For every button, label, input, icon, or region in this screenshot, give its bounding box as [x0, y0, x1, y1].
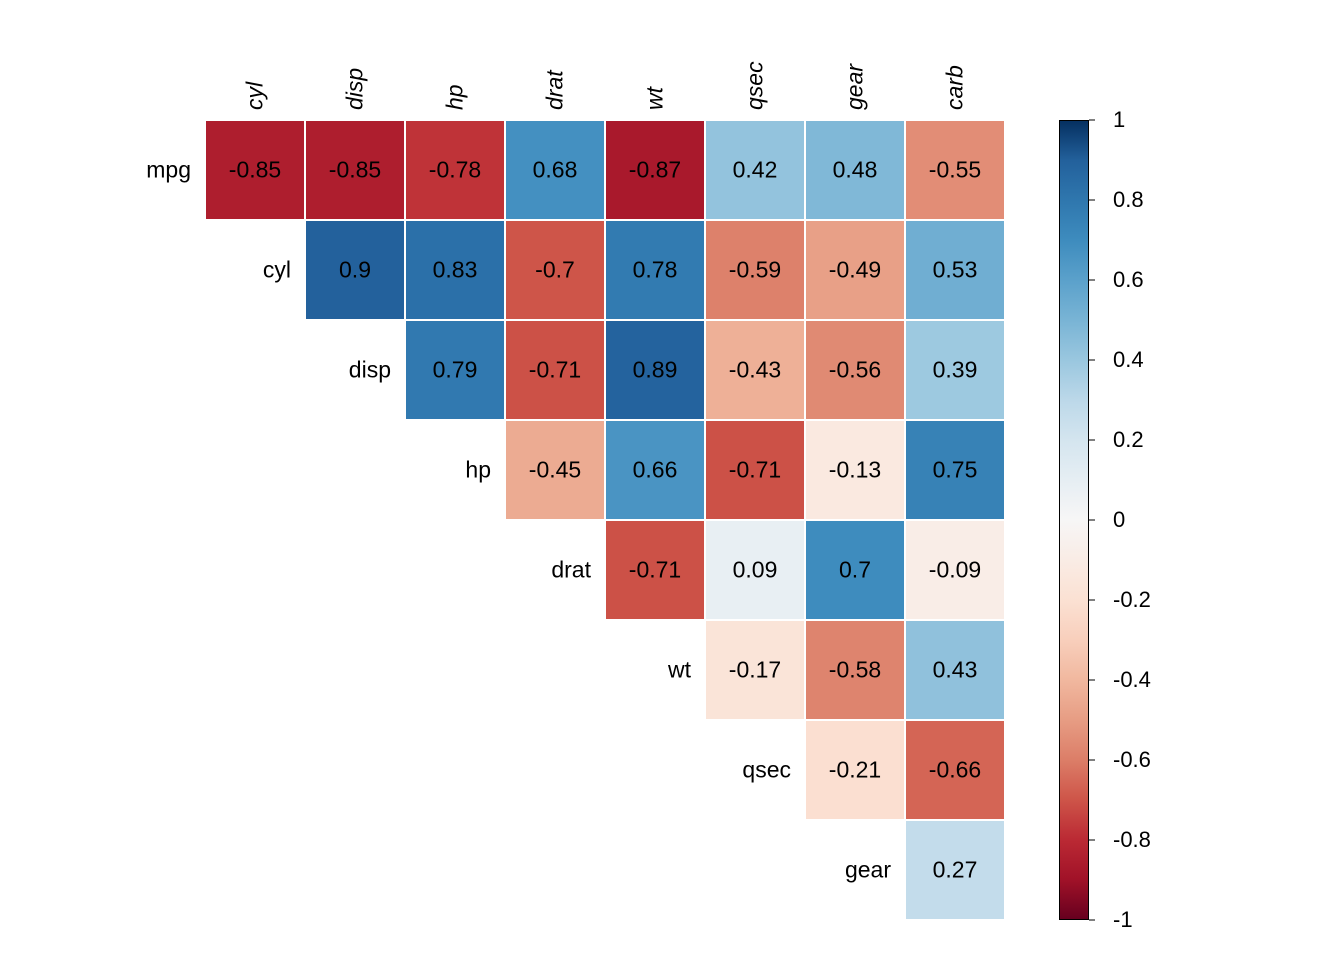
- cell-value: -0.49: [829, 257, 881, 284]
- cell-value: 0.7: [839, 557, 871, 584]
- row-label: wt: [668, 657, 691, 684]
- cell-value: 0.66: [633, 457, 678, 484]
- colorbar-tick: [1089, 760, 1095, 761]
- cell-value: -0.43: [729, 357, 781, 384]
- cell-value: 0.68: [533, 157, 578, 184]
- row-label: qsec: [742, 757, 791, 784]
- col-label: qsec: [742, 61, 769, 110]
- colorbar-tick-label: 0.6: [1113, 267, 1144, 293]
- cell-value: -0.59: [729, 257, 781, 284]
- cell-value: 0.83: [433, 257, 478, 284]
- cell-value: -0.71: [729, 457, 781, 484]
- cell-value: -0.55: [929, 157, 981, 184]
- colorbar-tick: [1089, 200, 1095, 201]
- colorbar-tick: [1089, 920, 1095, 921]
- cell-value: 0.89: [633, 357, 678, 384]
- cell-value: 0.53: [933, 257, 978, 284]
- row-label: hp: [465, 457, 491, 484]
- col-label: gear: [842, 64, 869, 110]
- col-label: wt: [642, 87, 669, 110]
- col-label: drat: [542, 70, 569, 110]
- colorbar-tick-label: 0.8: [1113, 187, 1144, 213]
- row-label: cyl: [263, 257, 291, 284]
- cell-value: 0.79: [433, 357, 478, 384]
- cell-value: -0.85: [229, 157, 281, 184]
- cell-value: -0.87: [629, 157, 681, 184]
- colorbar-tick: [1089, 120, 1095, 121]
- row-label: disp: [349, 357, 391, 384]
- cell-value: -0.7: [535, 257, 575, 284]
- colorbar-tick: [1089, 600, 1095, 601]
- col-label: disp: [342, 68, 369, 110]
- colorbar-tick-label: -0.4: [1113, 667, 1151, 693]
- colorbar-tick: [1089, 520, 1095, 521]
- colorbar-tick-label: -0.8: [1113, 827, 1151, 853]
- row-label: gear: [845, 857, 891, 884]
- colorbar-tick: [1089, 440, 1095, 441]
- cell-value: -0.71: [629, 557, 681, 584]
- cell-value: 0.48: [833, 157, 878, 184]
- cell-value: -0.09: [929, 557, 981, 584]
- cell-value: 0.9: [339, 257, 371, 284]
- cell-value: -0.66: [929, 757, 981, 784]
- colorbar-tick: [1089, 280, 1095, 281]
- chart-stage: cyl disp hp drat wt qsec gear carb mpg cyl disp hp d…: [0, 0, 1344, 960]
- colorbar-tick-label: 0: [1113, 507, 1125, 533]
- colorbar-tick-label: -1: [1113, 907, 1133, 933]
- col-label: hp: [442, 84, 469, 110]
- colorbar-tick-label: -0.6: [1113, 747, 1151, 773]
- cell-value: -0.17: [729, 657, 781, 684]
- colorbar: [1059, 120, 1089, 920]
- col-label: carb: [942, 65, 969, 110]
- row-label: mpg: [146, 157, 191, 184]
- cell-value: -0.78: [429, 157, 481, 184]
- row-label: drat: [551, 557, 591, 584]
- cell-value: 0.39: [933, 357, 978, 384]
- colorbar-tick-label: 0.2: [1113, 427, 1144, 453]
- cell-value: 0.75: [933, 457, 978, 484]
- cell-value: -0.71: [529, 357, 581, 384]
- cell-value: -0.21: [829, 757, 881, 784]
- col-label: cyl: [242, 82, 269, 110]
- colorbar-tick: [1089, 840, 1095, 841]
- cell-value: 0.78: [633, 257, 678, 284]
- colorbar-tick-label: 1: [1113, 107, 1125, 133]
- colorbar-tick: [1089, 680, 1095, 681]
- cell-value: 0.27: [933, 857, 978, 884]
- cell-value: 0.43: [933, 657, 978, 684]
- cell-value: -0.56: [829, 357, 881, 384]
- colorbar-tick: [1089, 360, 1095, 361]
- cell-value: 0.09: [733, 557, 778, 584]
- colorbar-tick-label: 0.4: [1113, 347, 1144, 373]
- cell-value: -0.13: [829, 457, 881, 484]
- cell-value: -0.85: [329, 157, 381, 184]
- cell-value: 0.42: [733, 157, 778, 184]
- cell-value: -0.45: [529, 457, 581, 484]
- colorbar-tick-label: -0.2: [1113, 587, 1151, 613]
- cell-value: -0.58: [829, 657, 881, 684]
